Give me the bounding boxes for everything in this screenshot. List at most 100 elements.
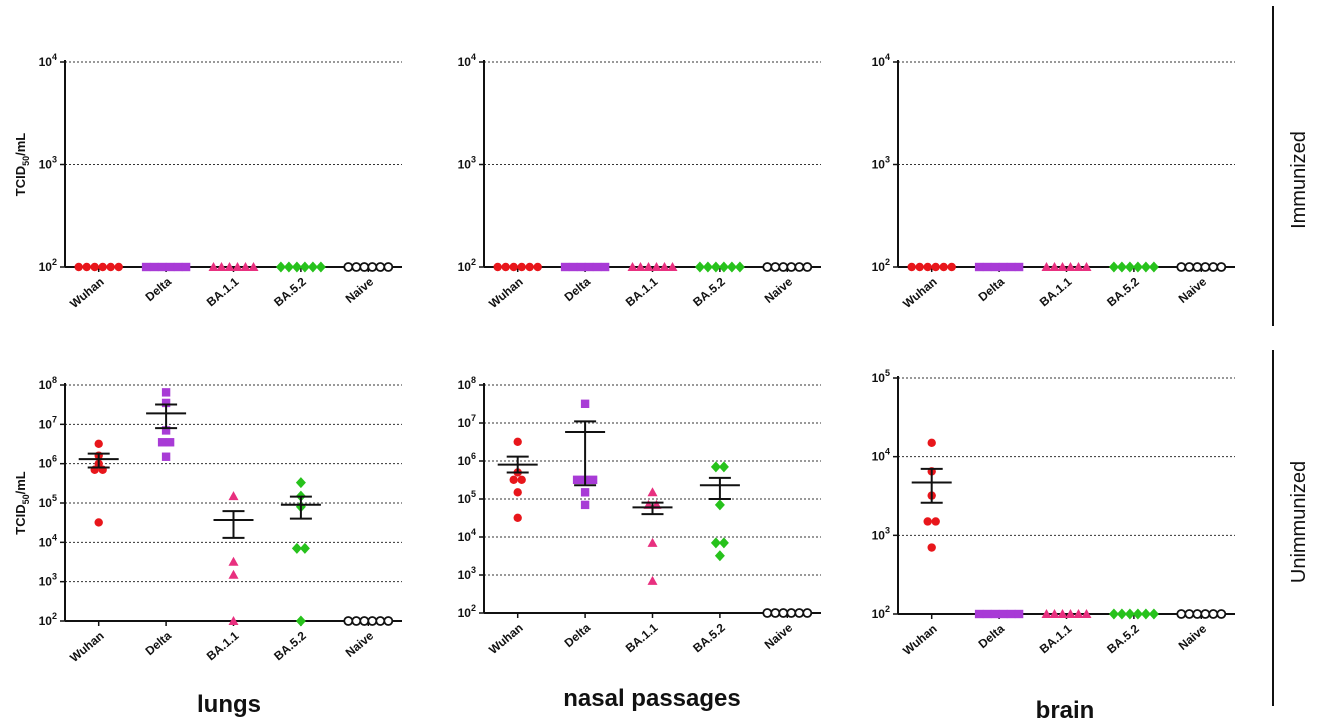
y-tick-label: 107 [39,414,57,431]
point-ba11 [1065,609,1076,618]
point-delta [600,262,610,272]
x-tick-label-ba11: BA.1.1 [204,628,242,663]
point-ba52 [1116,608,1127,620]
point-wuhan [90,262,99,272]
point-wuhan [923,517,932,526]
point-ba11 [224,262,235,271]
y-tick-label: 102 [458,257,476,274]
point-ba52 [702,261,713,273]
y-tick-label: 105 [872,368,890,385]
point-delta [157,438,167,447]
x-tick-label-wuhan: Wuhan [486,275,525,311]
point-ba52 [1148,608,1159,620]
point-naive [1184,262,1195,272]
point-naive [1208,262,1219,272]
point-delta [580,399,590,409]
point-delta [149,262,159,272]
point-ba11 [667,262,678,271]
x-tick-label-ba11: BA.1.1 [623,620,661,655]
point-ba52 [291,542,302,554]
y-tick-label: 104 [872,447,890,464]
point-naive [1200,262,1211,272]
point-ba52 [1108,608,1119,620]
x-tick-label-delta: Delta [562,620,594,650]
x-tick-label-ba52: BA.5.2 [690,274,728,309]
point-ba52 [714,499,725,511]
point-delta [1006,262,1016,272]
point-ba11 [1049,609,1060,618]
point-ba52 [1148,261,1159,273]
point-delta [576,262,586,272]
point-ba11 [627,262,638,271]
point-wuhan [513,488,522,497]
point-delta [974,609,984,619]
point-ba11 [240,262,251,271]
point-ba52 [1124,608,1135,620]
point-ba11 [647,575,658,585]
point-naive [786,262,797,272]
point-ba52 [1132,261,1143,273]
point-wuhan [923,262,932,272]
point-ba11 [635,262,646,271]
panel-unimmunized-lungs: 102 103 104 105 106 107 108 TCID50/mL Wuhan Delta… [13,375,402,665]
x-tick-label-ba11: BA.1.1 [204,274,242,309]
y-tick-label: 104 [39,52,57,69]
point-delta [165,262,175,272]
point-ba11 [1041,609,1052,618]
y-tick-label: 103 [458,565,476,582]
x-tick-label-naive: Naive [1176,621,1210,653]
point-naive [383,262,394,272]
y-axis-label: TCID50/mL [13,471,31,535]
point-ba52 [718,537,729,549]
point-ba11 [216,262,227,271]
point-ba11 [1081,609,1092,618]
point-naive [762,262,773,272]
point-wuhan [509,262,518,272]
x-tick-label-ba52: BA.5.2 [271,274,309,309]
point-ba52 [283,261,294,273]
x-tick-label-naive: Naive [762,620,796,652]
point-naive [1216,609,1227,619]
y-tick-label: 107 [458,413,476,430]
y-tick-label: 102 [458,603,476,620]
point-naive [1176,262,1187,272]
point-naive [778,262,789,272]
y-tick-label: 103 [39,572,57,589]
point-delta [1014,262,1024,272]
point-wuhan [915,262,924,272]
point-ba11 [228,569,239,579]
x-tick-label-wuhan: Wuhan [900,622,939,658]
panels: 102 103 104 TCID50/mL Wuhan Delta BA.1.1 BA.5.2… [13,52,1235,665]
point-delta [990,609,1000,619]
point-ba11 [228,491,239,501]
y-tick-label: 102 [872,257,890,274]
point-naive [1208,609,1219,619]
point-delta [982,609,992,619]
point-naive [770,262,781,272]
point-wuhan [94,518,103,527]
point-naive [359,616,370,626]
y-tick-label: 104 [872,52,890,69]
point-delta [588,475,598,485]
point-wuhan [513,437,522,447]
point-delta [592,262,602,272]
x-tick-label-delta: Delta [562,274,594,304]
point-naive [794,262,805,272]
y-tick-label: 104 [458,52,476,69]
point-naive [802,608,813,618]
panel-immunized-nasal-passages: 102 103 104 Wuhan Delta BA.1.1 BA.5.2 Naive [458,52,821,311]
x-tick-label-delta: Delta [976,274,1008,304]
x-tick-label-delta: Delta [143,628,175,658]
x-tick-label-wuhan: Wuhan [486,621,525,657]
panel-immunized-lungs: 102 103 104 TCID50/mL Wuhan Delta BA.1.1 BA.5.2… [13,52,402,311]
point-wuhan [517,475,526,485]
x-tick-label-naive: Naive [343,628,377,660]
point-delta [982,262,992,272]
point-ba52 [295,615,306,627]
point-naive [1200,609,1211,619]
point-naive [383,616,394,626]
x-tick-label-wuhan: Wuhan [900,275,939,311]
point-ba11 [647,487,658,497]
y-tick-label: 103 [872,525,890,542]
y-tick-label: 103 [458,155,476,172]
